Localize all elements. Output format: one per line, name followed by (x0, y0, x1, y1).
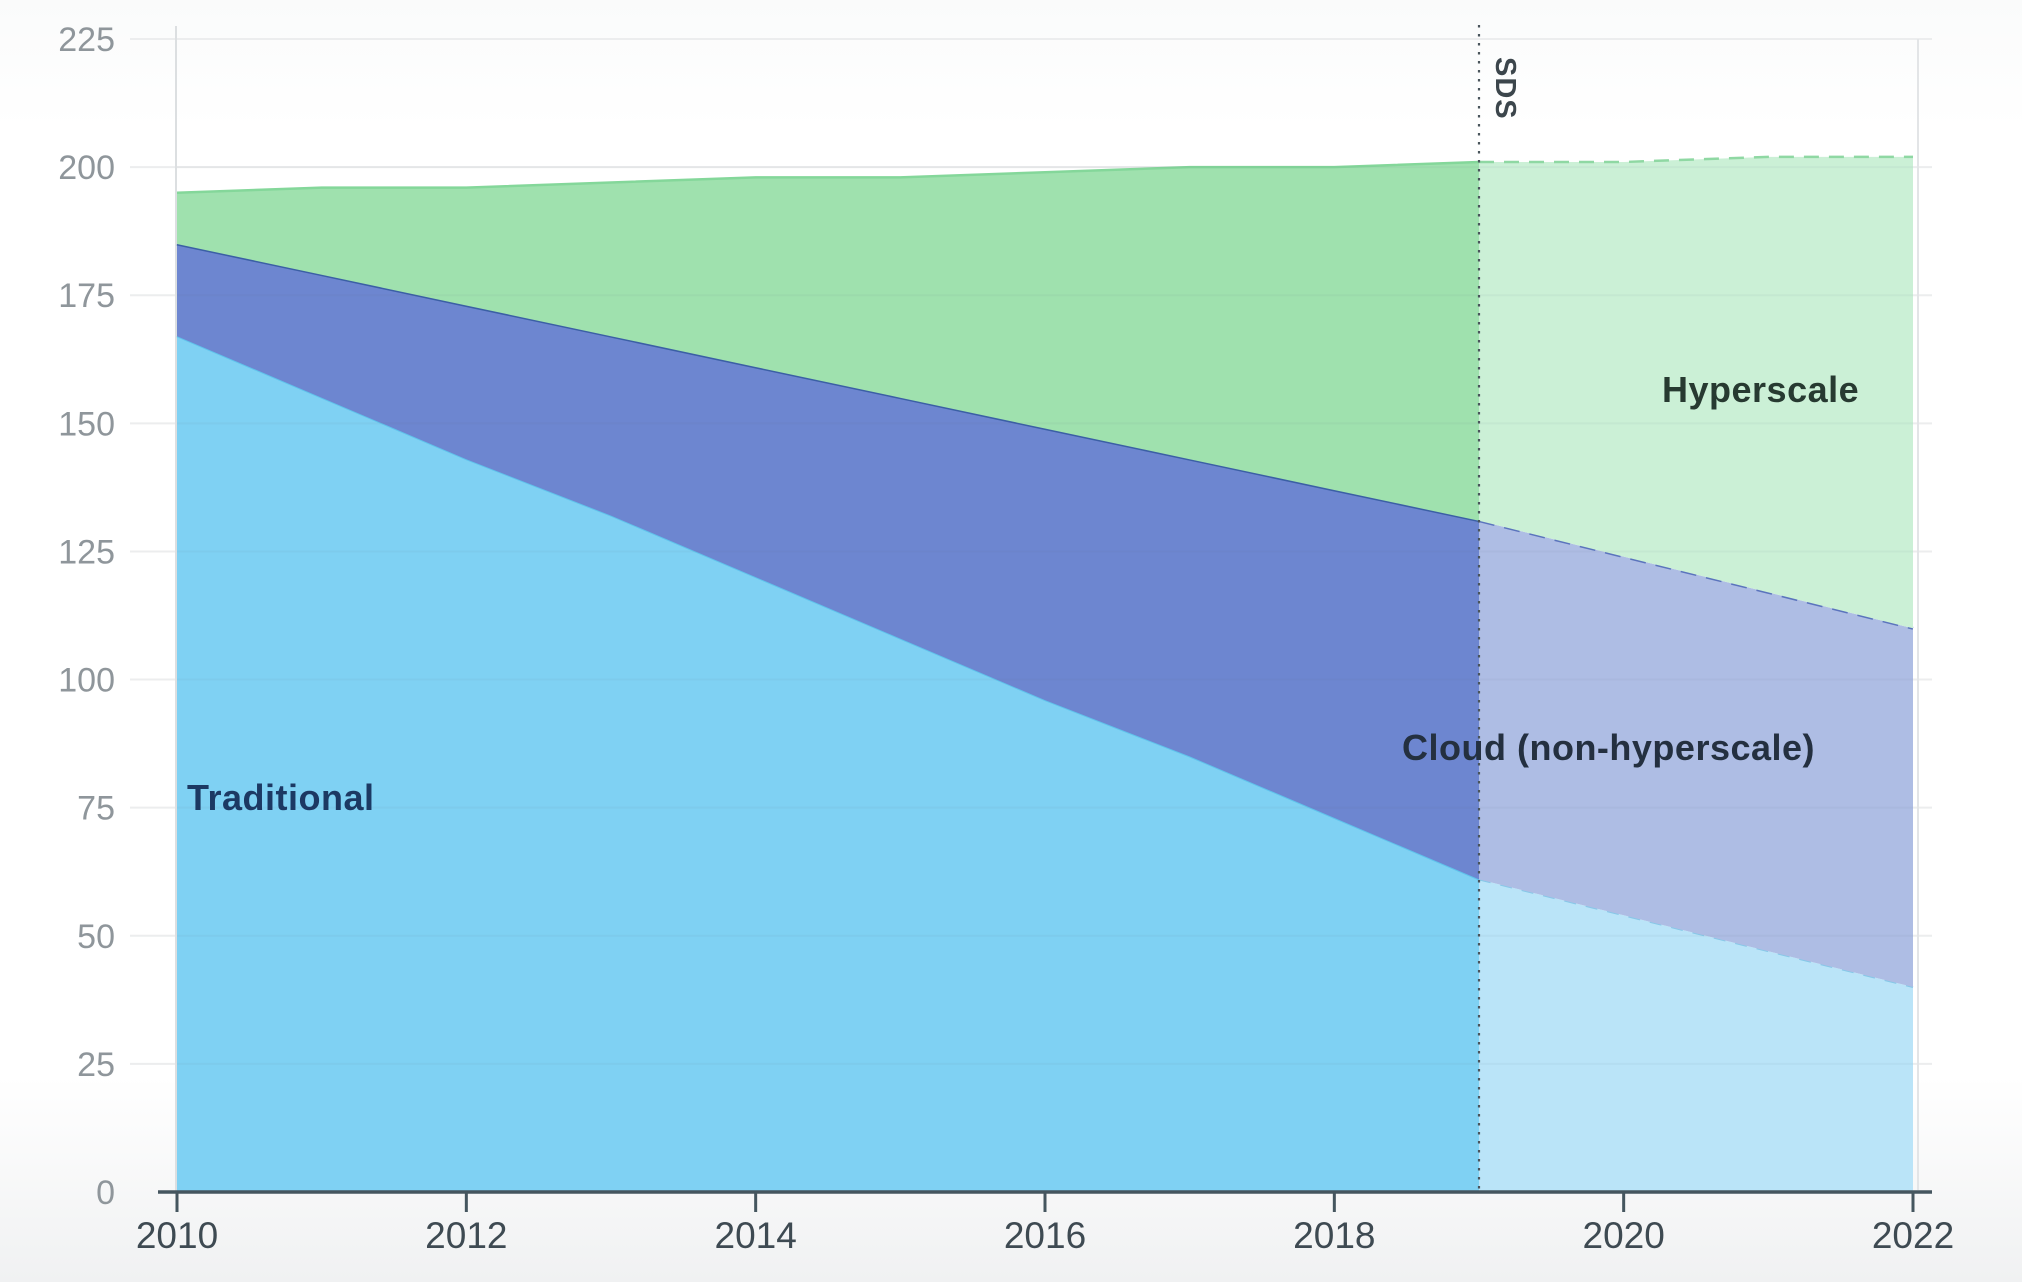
x-tick-label-2018: 2018 (1293, 1215, 1375, 1256)
area-traditional-projected (1479, 879, 1913, 1192)
y-tick-label-25: 25 (77, 1046, 115, 1084)
y-tick-label-175: 175 (58, 277, 115, 315)
y-tick-label-75: 75 (77, 790, 115, 828)
x-tick-label-2020: 2020 (1583, 1215, 1665, 1256)
area-traditional-actual (177, 336, 1479, 1192)
sds-divider-label: SDS (1489, 57, 1521, 120)
y-tick-label-125: 125 (58, 533, 115, 571)
area-cloud-non-hyperscale-actual (177, 244, 1479, 880)
series-label-hyperscale: Hyperscale (1662, 369, 1860, 410)
x-tick-label-2010: 2010 (136, 1215, 218, 1256)
y-tick-label-225: 225 (58, 21, 115, 59)
edge-hyperscale-actual (176, 160, 1480, 194)
series-label-traditional: Traditional (187, 777, 375, 818)
y-tick-label-150: 150 (58, 405, 115, 443)
x-tick-label-2012: 2012 (425, 1215, 507, 1256)
area-hyperscale-actual (177, 162, 1479, 521)
x-tick-label-2016: 2016 (1004, 1215, 1086, 1256)
y-tick-label-50: 50 (77, 918, 115, 956)
y-tick-label-200: 200 (58, 149, 115, 187)
series-label-cloud: Cloud (non-hyperscale) (1402, 727, 1816, 768)
area-hyperscale-projected (1479, 156, 1913, 629)
y-tick-label-100: 100 (58, 662, 115, 700)
edge-hyperscale-projected (1479, 155, 1913, 164)
area-cloud-non-hyperscale-projected (1479, 520, 1913, 987)
x-tick-label-2022: 2022 (1872, 1215, 1954, 1256)
x-tick-label-2014: 2014 (715, 1215, 797, 1256)
y-tick-label-0: 0 (96, 1174, 115, 1212)
